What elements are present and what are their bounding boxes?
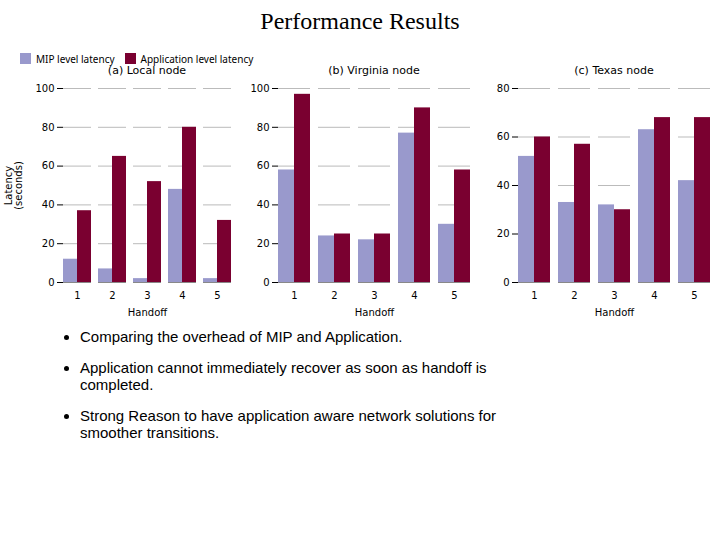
svg-text:100: 100 [250, 83, 269, 94]
svg-text:1: 1 [291, 290, 297, 301]
svg-text:1: 1 [74, 290, 80, 301]
html-text:Performance Results: Performance Results [260, 8, 460, 34]
svg-text:80: 80 [497, 83, 510, 94]
svg-text:40: 40 [42, 199, 55, 210]
svg-text:Handoff: Handoff [595, 307, 635, 318]
html-text:Strong Reason to have applicat: Strong Reason to have application aware … [80, 407, 497, 441]
svg-text:20: 20 [257, 238, 270, 249]
svg-text:5: 5 [691, 290, 697, 301]
svg-text:60: 60 [257, 160, 270, 171]
svg-text:4: 4 [651, 290, 657, 301]
html-text:(c) Texas node: (c) Texas node [574, 64, 654, 77]
html-text:(a) Local node: (a) Local node [107, 64, 187, 77]
svg-text:40: 40 [257, 199, 270, 210]
svg-text:Latency(seconds): Latency(seconds) [3, 161, 24, 210]
svg-text:100: 100 [35, 83, 54, 94]
svg-text:5: 5 [214, 290, 220, 301]
svg-text:0: 0 [263, 277, 269, 288]
svg-text:2: 2 [571, 290, 577, 301]
html-text:MIP level latency: MIP level latency [36, 51, 115, 66]
svg-text:3: 3 [144, 290, 150, 301]
svg-text:Handoff: Handoff [355, 307, 395, 318]
svg-text:0: 0 [503, 277, 509, 288]
svg-text:4: 4 [179, 290, 185, 301]
svg-text:60: 60 [497, 131, 510, 142]
html-text:Application level latency: Application level latency [140, 51, 254, 66]
svg-text:2: 2 [109, 290, 115, 301]
svg-text:4: 4 [411, 290, 417, 301]
svg-text:1: 1 [531, 290, 537, 301]
svg-text:2: 2 [331, 290, 337, 301]
svg-text:3: 3 [611, 290, 617, 301]
svg-text:20: 20 [497, 228, 510, 239]
svg-text:80: 80 [42, 122, 55, 133]
svg-text:80: 80 [257, 122, 270, 133]
svg-text:Handoff: Handoff [128, 307, 168, 318]
html-text:Comparing the overhead of MIP: Comparing the overhead of MIP and Applic… [80, 328, 403, 345]
html-text:Application cannot immediately: Application cannot immediately recover a… [80, 359, 487, 393]
svg-text:5: 5 [451, 290, 457, 301]
svg-text:60: 60 [42, 160, 55, 171]
svg-text:40: 40 [497, 180, 510, 191]
html-text:(b) Virginia node: (b) Virginia node [328, 64, 420, 77]
svg-text:3: 3 [371, 290, 377, 301]
svg-text:0: 0 [48, 277, 54, 288]
svg-text:20: 20 [42, 238, 55, 249]
